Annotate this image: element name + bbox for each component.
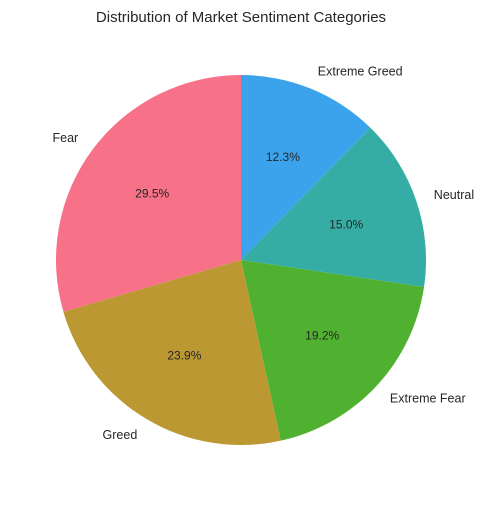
pie-slices [56,75,426,445]
pct-label-fear: 29.5% [135,186,169,200]
slice-label-extreme-fear: Extreme Fear [390,392,466,406]
slice-label-neutral: Neutral [434,188,474,202]
pct-label-neutral: 15.0% [329,218,363,232]
pct-label-extreme-fear: 19.2% [305,329,339,343]
pct-label-greed: 23.9% [167,349,201,363]
pct-label-extreme-greed: 12.3% [266,150,300,164]
slice-label-greed: Greed [103,428,138,442]
slice-label-fear: Fear [52,131,78,145]
chart-title: Distribution of Market Sentiment Categor… [96,9,386,26]
slice-label-extreme-greed: Extreme Greed [318,65,403,79]
